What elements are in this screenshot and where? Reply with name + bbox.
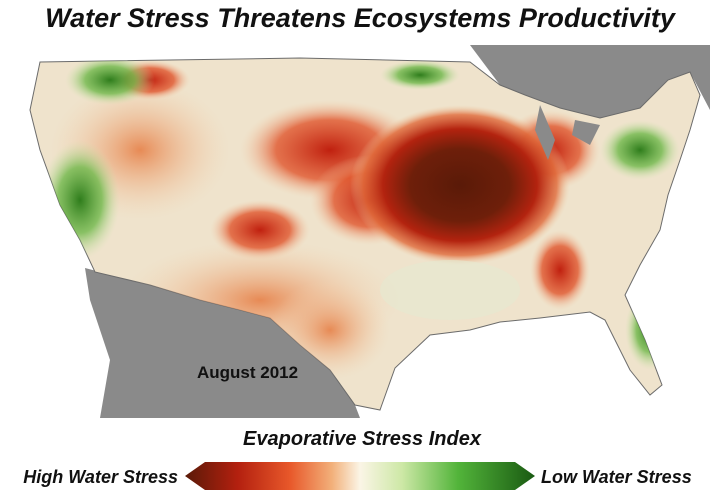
low-stress-patch <box>65 58 155 105</box>
mexico <box>85 268 360 418</box>
mild-patch <box>380 260 520 320</box>
legend-high-label: High Water Stress <box>23 467 178 487</box>
low-stress-patch <box>600 120 680 180</box>
canada <box>470 45 710 118</box>
stress-core <box>350 105 570 265</box>
stress-patch <box>210 200 310 260</box>
date-label: August 2012 <box>197 363 298 382</box>
title: Water Stress Threatens Ecosystems Produc… <box>45 3 677 33</box>
colorbar <box>185 462 535 490</box>
stress-patch <box>530 230 590 310</box>
low-stress-patch <box>380 60 460 90</box>
legend-title: Evaporative Stress Index <box>243 428 482 450</box>
lake-huron <box>572 120 600 145</box>
lake-michigan <box>535 105 555 160</box>
legend-low-label: Low Water Stress <box>541 467 692 487</box>
